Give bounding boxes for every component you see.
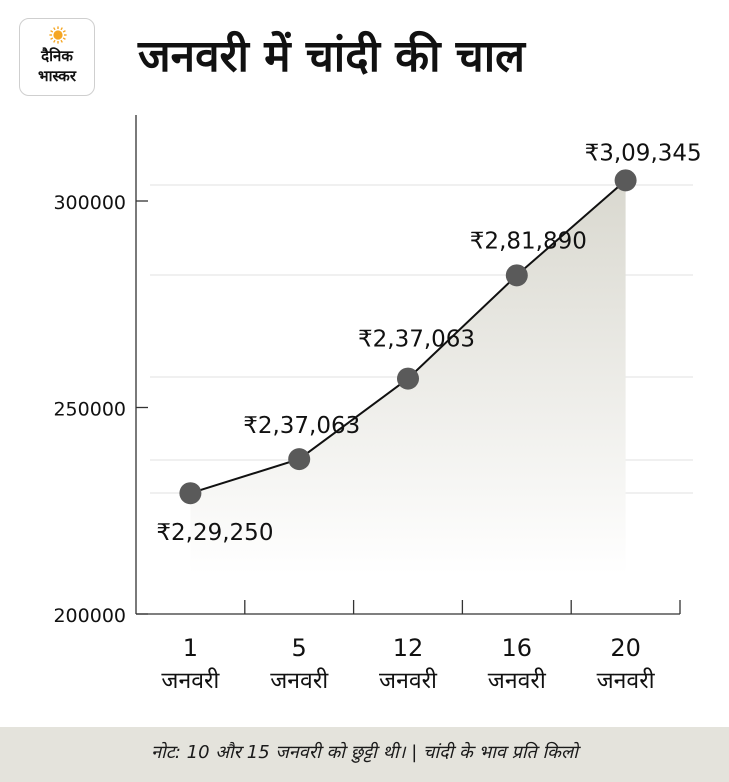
data-label: ₹3,09,345 bbox=[585, 140, 702, 166]
data-label: ₹2,37,063 bbox=[243, 413, 360, 439]
y-tick-label: 300000 bbox=[53, 192, 126, 214]
page-title: जनवरी में चांदी की चाल bbox=[138, 31, 525, 82]
x-tick-label-month: जनवरी bbox=[597, 667, 656, 694]
data-point bbox=[288, 448, 311, 471]
line-chart: ₹2,29,250 ₹2,37,063 ₹2,37,063 ₹2,81,890 ₹3,0… bbox=[53, 115, 702, 694]
x-tick-label-day: 16 bbox=[502, 634, 533, 662]
data-point bbox=[614, 169, 637, 192]
data-label: ₹2,37,063 bbox=[358, 327, 475, 353]
x-tick-label-day: 12 bbox=[393, 634, 424, 662]
data-label: ₹2,81,890 bbox=[470, 228, 587, 254]
x-tick-label-month: जनवरी bbox=[379, 667, 438, 694]
x-tick-label-month: जनवरी bbox=[161, 667, 220, 694]
x-tick-label-day: 1 bbox=[183, 634, 198, 662]
data-point bbox=[179, 482, 202, 505]
x-tick-label-day: 20 bbox=[610, 634, 641, 662]
y-tick-label: 200000 bbox=[53, 605, 126, 627]
y-tick-label: 250000 bbox=[53, 399, 126, 421]
logo-text-line1: दैनिक bbox=[41, 47, 73, 65]
data-label: ₹2,29,250 bbox=[156, 520, 273, 546]
data-point bbox=[397, 367, 419, 390]
brand-logo: दैनिक भास्कर bbox=[19, 18, 95, 96]
data-point bbox=[505, 264, 528, 287]
x-tick-label-month: जनवरी bbox=[488, 667, 547, 694]
x-tick-label-day: 5 bbox=[292, 634, 307, 662]
sun-icon bbox=[49, 26, 67, 44]
logo-text-line2: भास्कर bbox=[38, 67, 76, 85]
footnote: नोट: 10 और 15 जनवरी को छुट्टी थी। | चांद… bbox=[0, 727, 729, 782]
x-tick-label-month: जनवरी bbox=[270, 667, 329, 694]
